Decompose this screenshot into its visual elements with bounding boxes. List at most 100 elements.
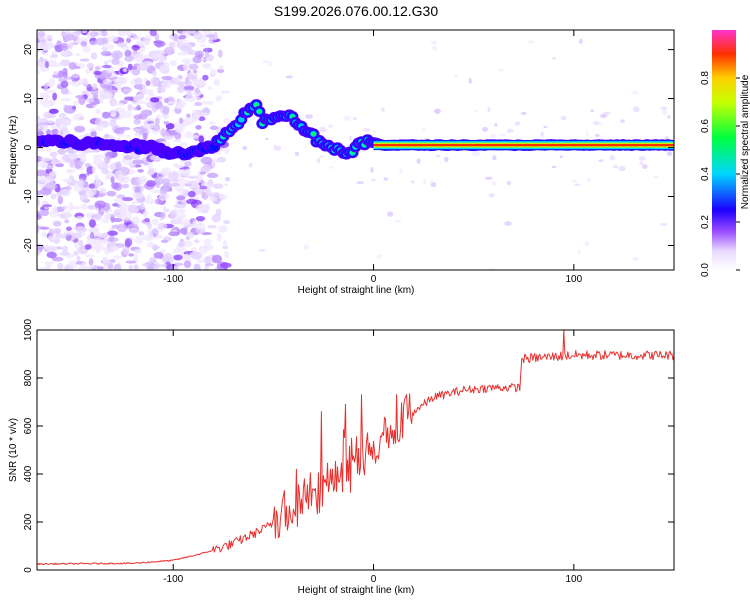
noise-blob — [186, 113, 191, 118]
noise-blob — [128, 264, 133, 270]
noise-blob — [147, 168, 155, 176]
noise-blob — [79, 245, 86, 250]
noise-blob — [144, 198, 156, 205]
noise-blob — [160, 128, 167, 137]
noise-blob — [188, 74, 198, 81]
ridge-blob — [311, 131, 316, 136]
noise-blob — [123, 155, 134, 160]
noise-blob — [602, 111, 611, 116]
noise-blob — [620, 119, 625, 123]
noise-blob — [51, 227, 62, 235]
noise-blob — [52, 220, 62, 227]
noise-blob — [163, 120, 170, 125]
noise-blob — [186, 91, 193, 97]
noise-blob — [79, 156, 87, 163]
noise-blob — [90, 52, 98, 60]
noise-blob — [137, 168, 144, 173]
noise-blob — [102, 43, 115, 50]
noise-blob — [159, 249, 166, 253]
noise-blob — [376, 254, 383, 259]
noise-blob — [80, 41, 88, 47]
y-tick-label: -10 — [23, 189, 34, 204]
noise-blob — [91, 165, 97, 174]
noise-blob — [132, 159, 144, 165]
noise-blob — [84, 244, 92, 250]
noise-blob — [37, 175, 48, 184]
noise-blob — [201, 164, 211, 174]
noise-blob — [609, 155, 616, 161]
y-tick-label: 1000 — [23, 318, 34, 341]
noise-blob — [176, 85, 185, 93]
noise-blob — [585, 130, 589, 137]
noise-blob — [143, 159, 149, 166]
noise-blob — [584, 240, 590, 247]
noise-blob — [199, 43, 206, 48]
noise-blob — [37, 169, 47, 177]
noise-blob — [143, 210, 149, 219]
noise-blob — [75, 53, 81, 57]
noise-blob — [73, 251, 79, 256]
noise-blob — [265, 137, 269, 140]
x-tick-label: 100 — [565, 574, 582, 585]
noise-blob — [38, 61, 46, 70]
noise-blob — [630, 91, 639, 95]
noise-blob — [154, 117, 160, 127]
noise-blob — [194, 223, 206, 230]
noise-blob — [88, 183, 96, 189]
noise-blob — [134, 235, 144, 245]
noise-blob — [551, 165, 557, 169]
noise-blob — [131, 45, 141, 51]
noise-blob — [52, 92, 58, 101]
noise-blob — [106, 89, 119, 94]
noise-blob — [473, 110, 478, 113]
noise-blob — [348, 135, 353, 141]
noise-blob — [192, 113, 200, 121]
noise-blob — [167, 171, 179, 181]
noise-blob — [180, 171, 190, 177]
noise-blob — [192, 220, 198, 229]
noise-blob — [370, 178, 376, 182]
noise-blob — [172, 33, 179, 42]
noise-blob — [242, 145, 248, 151]
noise-blob — [60, 87, 69, 95]
noise-blob — [172, 138, 181, 143]
colorbar-tick-label: 0.6 — [700, 119, 711, 133]
noise-blob — [39, 226, 50, 230]
noise-blob — [223, 118, 232, 124]
noise-blob — [183, 121, 194, 126]
snr-x-label: Height of straight line (km) — [298, 585, 415, 596]
noise-blob — [199, 185, 208, 190]
noise-blob — [146, 194, 152, 199]
noise-blob — [155, 179, 161, 189]
noise-blob — [75, 95, 84, 99]
noise-blob — [107, 58, 112, 63]
noise-blob — [612, 165, 619, 169]
noise-blob — [110, 112, 116, 117]
noise-blob — [95, 248, 101, 254]
noise-blob — [93, 213, 103, 221]
noise-blob — [122, 183, 130, 189]
noise-blob — [207, 86, 213, 91]
noise-blob — [191, 186, 197, 191]
noise-blob — [179, 141, 188, 147]
noise-blob — [127, 204, 138, 213]
noise-blob — [155, 40, 163, 48]
noise-blob — [586, 177, 591, 182]
noise-blob — [163, 97, 169, 104]
colorbar-tick-label: 0.0 — [700, 263, 711, 277]
noise-blob — [185, 61, 191, 66]
noise-blob — [142, 83, 147, 90]
noise-blob — [578, 38, 583, 44]
noise-blob — [215, 95, 223, 102]
noise-blob — [153, 251, 164, 259]
noise-blob — [84, 68, 91, 74]
noise-blob — [88, 128, 98, 132]
noise-blob — [176, 195, 186, 201]
noise-blob — [43, 164, 54, 170]
noise-blob — [223, 147, 230, 155]
noise-blob — [132, 128, 141, 132]
noise-blob — [319, 126, 327, 133]
noise-blob — [139, 40, 151, 45]
noise-blob — [94, 65, 101, 71]
